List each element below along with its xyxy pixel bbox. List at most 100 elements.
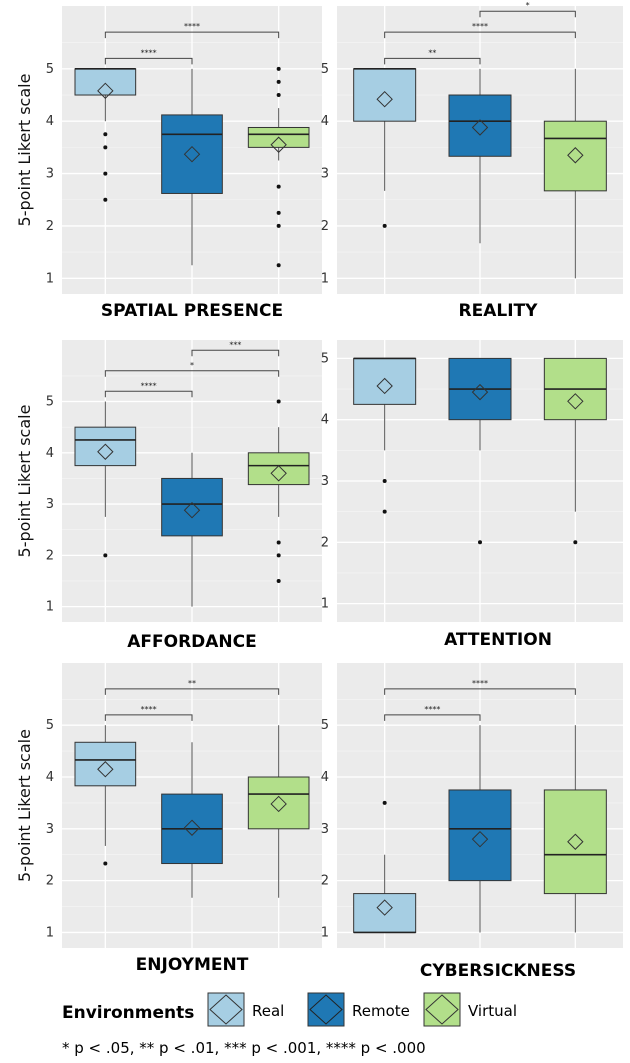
mean-marker [183, 819, 201, 836]
box-iqr [247, 452, 310, 486]
legend: Environments Real Remote Virtual [62, 992, 517, 1027]
outlier-point [276, 184, 281, 189]
box-real [74, 725, 137, 866]
mean-marker [97, 82, 114, 100]
significance-label: * [190, 361, 194, 370]
outlier-point [276, 223, 281, 228]
significance-label: **** [141, 381, 157, 390]
y-tick-label: 4 [46, 770, 54, 785]
y-tick-label: 2 [46, 874, 54, 889]
y-tick-label: 1 [46, 925, 54, 940]
box-virtual [247, 725, 310, 898]
significance-label: ** [188, 679, 196, 688]
significance-bracket: * [104, 361, 280, 377]
panel-attention: 1 2 3 4 5 ATTENTION [321, 340, 623, 650]
mean-marker [376, 91, 393, 108]
outlier-point [276, 263, 281, 268]
y-tick-label: 1 [46, 271, 54, 286]
box-iqr [74, 741, 137, 787]
legend-label-real: Real [252, 1002, 284, 1020]
bracket-line [104, 31, 280, 39]
outlier-point [103, 145, 108, 150]
outlier-point [103, 861, 108, 866]
y-tick-label: 1 [321, 925, 329, 940]
box-remote [448, 68, 512, 244]
mean-marker [97, 443, 114, 460]
bracket-line [479, 10, 576, 18]
y-tick-label: 4 [46, 446, 54, 461]
significance-label: **** [141, 48, 157, 57]
mean-marker [471, 830, 489, 848]
y-tick-label: 5 [46, 395, 54, 410]
significance-bracket: **** [104, 705, 193, 721]
significance-label: **** [141, 705, 157, 714]
significance-bracket: **** [104, 22, 280, 39]
box-iqr [448, 789, 512, 882]
outlier-point [276, 399, 281, 404]
significance-bracket: * [479, 1, 576, 18]
legend-title: Environments [62, 1003, 194, 1023]
y-tick-label: 5 [321, 351, 329, 366]
box-iqr [448, 94, 512, 157]
mean-marker [183, 502, 201, 519]
significance-bracket: **** [104, 381, 193, 398]
panel-title: ATTENTION [444, 630, 552, 650]
mean-marker [376, 899, 393, 916]
outlier-point [382, 223, 387, 228]
mean-marker [270, 136, 287, 153]
panel-title: ENJOYMENT [136, 955, 249, 975]
mean-marker [97, 761, 114, 778]
box-real [353, 68, 417, 228]
box-iqr [247, 776, 310, 830]
legend-label-virtual: Virtual [468, 1002, 517, 1020]
y-axis-title: 5-point Likert scale [15, 74, 34, 227]
y-tick-label: 3 [321, 822, 329, 837]
mean-marker [183, 145, 201, 163]
box-iqr [543, 789, 607, 895]
box-iqr [161, 477, 223, 537]
significance-bracket: **** [384, 679, 576, 695]
y-tick-label: 4 [321, 114, 329, 129]
box-virtual [247, 66, 310, 268]
significance-bracket: ** [104, 679, 280, 695]
y-tick-label: 3 [46, 167, 54, 182]
bracket-line [104, 370, 280, 377]
y-tick-label: 4 [46, 114, 54, 129]
box-remote [161, 742, 223, 898]
bracket-line [104, 390, 193, 398]
bracket-line [384, 31, 576, 39]
outlier-point [276, 553, 281, 558]
box-iqr [353, 357, 417, 405]
outlier-point [103, 197, 108, 202]
box-remote [161, 68, 223, 266]
significance-label: * [526, 1, 530, 10]
box-real [353, 800, 417, 934]
y-tick-label: 2 [321, 219, 329, 234]
y-tick-label: 5 [321, 718, 329, 733]
box-remote [161, 452, 223, 607]
outlier-point [382, 479, 387, 483]
outlier-point [103, 132, 108, 137]
outlier-point [276, 578, 281, 583]
significance-label: **** [424, 705, 440, 714]
y-tick-label: 1 [321, 271, 329, 286]
y-tick-label: 1 [46, 600, 54, 615]
outlier-point [478, 540, 482, 545]
mean-marker [567, 393, 584, 410]
significance-bracket: **** [384, 705, 481, 721]
panel-spatial-presence: 1 2 3 4 5 5-point Likert scale **** **** SPATIAL… [15, 6, 322, 321]
y-tick-label: 3 [321, 474, 329, 489]
y-tick-label: 3 [321, 167, 329, 182]
y-tick-label: 4 [321, 770, 329, 785]
legend-key-remote [307, 992, 345, 1027]
significance-footnote: * p < .05, ** p < .01, *** p < .001, ***… [62, 1039, 426, 1057]
outlier-point [103, 553, 108, 558]
panel-title: AFFORDANCE [127, 632, 257, 652]
box-real [74, 401, 137, 558]
legend-label-remote: Remote [352, 1002, 410, 1020]
significance-label: *** [229, 340, 241, 349]
bracket-line [384, 714, 481, 721]
outlier-point [276, 93, 281, 98]
